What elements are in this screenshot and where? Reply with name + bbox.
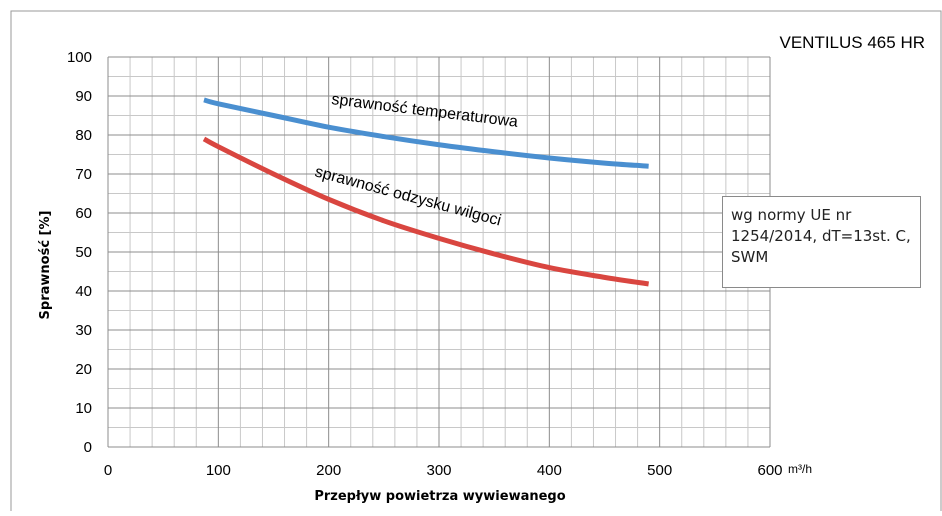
y-tick-label: 40 xyxy=(75,283,92,300)
x-unit-label: m³/h xyxy=(788,462,812,476)
y-tick-label: 90 xyxy=(75,88,92,105)
x-tick-label: 400 xyxy=(537,462,562,479)
x-tick-label: 100 xyxy=(206,462,231,479)
y-tick-labels: 0 10 20 30 40 50 60 70 80 90 100 xyxy=(67,49,92,456)
chart-frame xyxy=(10,10,942,516)
x-tick-label: 600 xyxy=(757,462,782,479)
series-line-temperature xyxy=(203,97,649,169)
chart-title: VENTILUS 465 HR xyxy=(780,33,926,52)
y-tick-label: 20 xyxy=(75,361,92,378)
y-tick-label: 100 xyxy=(67,49,92,66)
x-tick-label: 500 xyxy=(647,462,672,479)
y-tick-label: 0 xyxy=(84,439,92,456)
y-tick-label: 10 xyxy=(75,400,92,417)
y-tick-label: 70 xyxy=(75,166,92,183)
major-gridlines xyxy=(107,56,771,448)
y-axis-title: Sprawność [%] xyxy=(38,211,53,320)
x-tick-label: 200 xyxy=(316,462,341,479)
y-tick-label: 80 xyxy=(75,127,92,144)
x-tick-labels: 0 100 200 300 400 500 600 xyxy=(104,462,783,479)
series-label-temperature: sprawność temperaturowa xyxy=(331,91,519,131)
series-line-humidity xyxy=(202,136,650,287)
x-tick-label: 300 xyxy=(426,462,451,479)
y-tick-label: 50 xyxy=(75,244,92,261)
series-layer xyxy=(202,97,650,287)
y-tick-label: 60 xyxy=(75,205,92,222)
x-tick-label: 0 xyxy=(104,462,112,479)
annotation-text: wg normy UE nr 1254/2014, dT=13st. C, SW… xyxy=(731,206,911,266)
annotation-box: wg normy UE nr 1254/2014, dT=13st. C, SW… xyxy=(722,196,921,288)
y-tick-label: 30 xyxy=(75,322,92,339)
series-label-humidity: sprawność odzysku wilgoci xyxy=(313,163,503,229)
x-axis-title: Przepływ powietrza wywiewanego xyxy=(314,489,565,504)
